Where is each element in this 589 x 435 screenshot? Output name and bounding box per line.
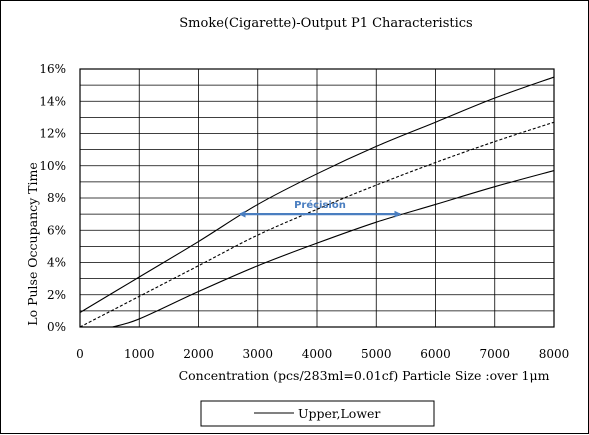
y-tick-label: 4% xyxy=(47,256,66,270)
annotation-group: Précision xyxy=(238,199,402,218)
chart-title: Smoke(Cigarette)-Output P1 Characteristi… xyxy=(179,16,472,31)
x-tick-label: 6000 xyxy=(420,347,451,361)
legend: Upper,Lower xyxy=(200,400,435,427)
series-upper-line xyxy=(79,76,555,313)
x-tick-label: 1000 xyxy=(124,347,155,361)
precision-label: Précision xyxy=(294,199,346,211)
y-tick-label: 12% xyxy=(39,127,66,141)
y-axis-title: Lo Pulse Occupancy Time xyxy=(25,162,40,325)
x-tick-label: 8000 xyxy=(539,347,570,361)
x-tick-label: 7000 xyxy=(479,347,510,361)
x-tick-label: 2000 xyxy=(183,347,214,361)
y-tick-label: 6% xyxy=(47,223,66,237)
grid xyxy=(79,68,555,328)
legend-label: Upper,Lower xyxy=(298,406,380,421)
y-axis-ticks: 0% 2% 4% 6% 8% 10% 12% 14% 16% xyxy=(39,62,66,334)
y-tick-label: 0% xyxy=(47,320,66,334)
x-axis-title: Concentration (pcs/283ml=0.01cf) Particl… xyxy=(179,368,550,383)
x-tick-label: 5000 xyxy=(361,347,392,361)
y-tick-label: 8% xyxy=(47,191,66,205)
x-tick-label: 0 xyxy=(76,347,84,361)
y-tick-label: 14% xyxy=(39,94,66,108)
y-tick-label: 10% xyxy=(39,159,66,173)
y-tick-label: 2% xyxy=(47,288,66,302)
series-lower-line xyxy=(112,170,555,328)
plot-area-border xyxy=(79,68,555,328)
x-axis-ticks: 0 1000 2000 3000 4000 5000 6000 7000 8000 xyxy=(76,347,569,361)
y-tick-label: 16% xyxy=(39,62,66,76)
x-tick-label: 4000 xyxy=(302,347,333,361)
legend-box xyxy=(200,400,435,427)
x-tick-label: 3000 xyxy=(242,347,273,361)
